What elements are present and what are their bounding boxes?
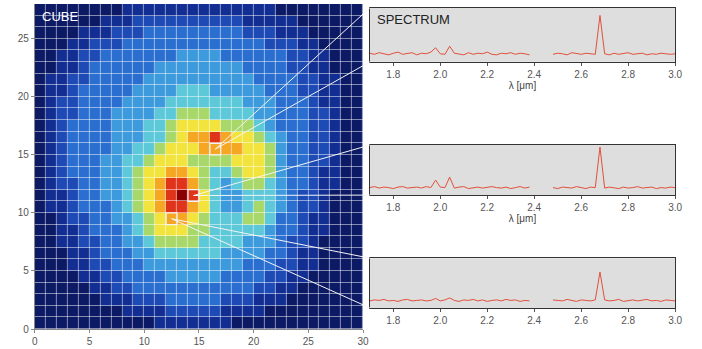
svg-text:0: 0 <box>32 336 38 347</box>
svg-text:2.0: 2.0 <box>433 315 447 326</box>
svg-text:15: 15 <box>193 336 205 347</box>
svg-text:3.0: 3.0 <box>668 69 682 80</box>
svg-text:2.2: 2.2 <box>480 315 494 326</box>
svg-text:2.0: 2.0 <box>433 69 447 80</box>
svg-text:1.8: 1.8 <box>386 69 400 80</box>
svg-text:λ [μm]: λ [μm] <box>509 80 537 91</box>
svg-text:2.4: 2.4 <box>527 315 541 326</box>
svg-text:2.8: 2.8 <box>621 315 635 326</box>
svg-text:2.6: 2.6 <box>574 69 588 80</box>
svg-text:2.2: 2.2 <box>480 202 494 213</box>
svg-text:5: 5 <box>23 265 29 276</box>
svg-text:10: 10 <box>139 336 151 347</box>
svg-text:2.8: 2.8 <box>621 202 635 213</box>
svg-text:2.6: 2.6 <box>574 202 588 213</box>
svg-text:20: 20 <box>248 336 260 347</box>
svg-text:2.4: 2.4 <box>527 202 541 213</box>
svg-text:2.2: 2.2 <box>480 69 494 80</box>
svg-text:2.8: 2.8 <box>621 69 635 80</box>
svg-text:SPECTRUM: SPECTRUM <box>377 12 450 27</box>
svg-text:3.0: 3.0 <box>668 315 682 326</box>
svg-text:25: 25 <box>303 336 315 347</box>
svg-text:25: 25 <box>18 33 30 44</box>
svg-text:1.8: 1.8 <box>386 315 400 326</box>
svg-text:λ [μm]: λ [μm] <box>509 213 537 224</box>
svg-text:3.0: 3.0 <box>668 202 682 213</box>
svg-text:2.6: 2.6 <box>574 315 588 326</box>
svg-text:1.8: 1.8 <box>386 202 400 213</box>
svg-text:0: 0 <box>23 324 29 335</box>
svg-text:2.0: 2.0 <box>433 202 447 213</box>
svg-text:20: 20 <box>18 91 30 102</box>
svg-text:5: 5 <box>87 336 93 347</box>
svg-text:15: 15 <box>18 149 30 160</box>
svg-text:CUBE: CUBE <box>42 9 78 24</box>
svg-text:2.4: 2.4 <box>527 69 541 80</box>
svg-text:10: 10 <box>18 207 30 218</box>
svg-text:30: 30 <box>358 336 370 347</box>
